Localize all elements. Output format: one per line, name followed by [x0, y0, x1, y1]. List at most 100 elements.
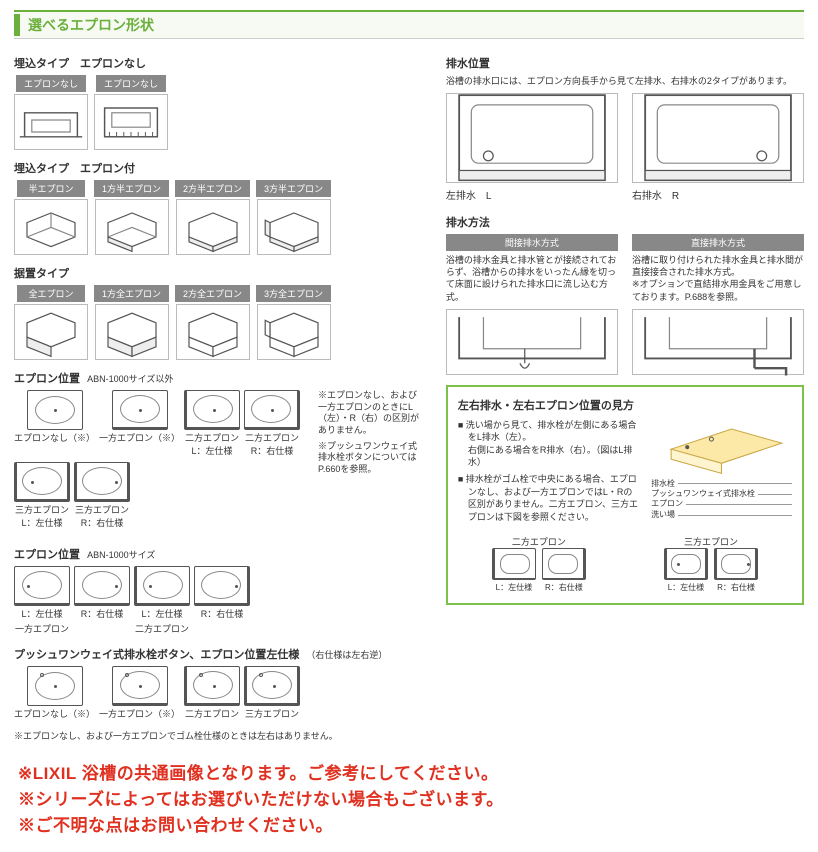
- apronpos2-item: R：右仕様: [194, 566, 250, 636]
- left-column: 埋込タイプ エプロンなし エプロンなし エプロンなし 埋込タイプ エプロン付: [14, 49, 426, 743]
- group3-item-1: 1方全エプロン: [94, 285, 169, 360]
- apronpos1-item: 一方エプロン（※）: [99, 390, 180, 458]
- drainmethod-indirect: 間接排水方式 浴槽の排水金具と排水管とが接続されておらず、浴槽からの排水をいった…: [446, 234, 618, 375]
- tub-iso-icon: [14, 304, 88, 360]
- mini-tub-icon: [714, 548, 758, 580]
- item-sublabel: 一方エプロン: [15, 621, 69, 636]
- section-accent: [14, 14, 20, 36]
- tub-iso-icon: [95, 304, 169, 360]
- callout-ex-three: 三方エプロン L：左仕様 R：右仕様: [664, 535, 758, 593]
- callout-bullet-1: ■ 洗い場から見て、排水栓が左側にある場合をL排水（左）。 右側にある場合をR排…: [458, 419, 641, 469]
- drainmethod-row: 間接排水方式 浴槽の排水金具と排水管とが接続されておらず、浴槽からの排水をいった…: [446, 234, 804, 375]
- callout-examples: 二方エプロン L：左仕様 R：右仕様 三方エプロン L：左仕様 R：右仕様: [458, 535, 792, 593]
- cl-label: 排水栓: [651, 479, 675, 489]
- item-label: R：右仕様: [201, 606, 244, 621]
- tub-iso-icon: [14, 199, 88, 255]
- tub-iso-icon: [257, 304, 331, 360]
- cl-label: 洗い場: [651, 510, 675, 520]
- group3-item-2: 2方全エプロン: [175, 285, 250, 360]
- item-label: エプロンなし（※）: [14, 706, 95, 721]
- pushone-footnote: ※エプロンなし、および一方エプロンでゴム栓仕様のときは左右はありません。: [14, 731, 426, 743]
- tub-iso-icon: [176, 304, 250, 360]
- pushone-item: エプロンなし（※）: [14, 666, 95, 721]
- footnote-3: ※ご不明な点はお問い合わせください。: [18, 813, 800, 839]
- group2-item-1: 1方半エプロン: [94, 180, 169, 255]
- apronpos1-item: 二方エプロン R：右仕様: [244, 390, 300, 458]
- callout-illustration: 排水栓 プッシュワンウェイ式排水栓 エプロン 洗い場: [651, 419, 792, 528]
- oval-tub-icon: [112, 390, 168, 430]
- oval-tub-icon: [14, 566, 70, 606]
- tag: 半エプロン: [17, 180, 85, 197]
- drainpos-right: 右排水 R: [632, 93, 804, 202]
- tub-diagram-icon: [14, 94, 88, 150]
- callout-label-lines: 排水栓 プッシュワンウェイ式排水栓 エプロン 洗い場: [651, 479, 792, 521]
- item-label: 三方エプロン L：左仕様: [15, 502, 69, 530]
- cl-label: エプロン: [651, 499, 683, 509]
- apronpos1-item: 三方エプロン L：左仕様: [14, 462, 70, 530]
- tub-iso-icon: [95, 199, 169, 255]
- group2-row: 半エプロン 1方半エプロン 2方半エプロン 3方半エプロン: [14, 180, 426, 255]
- callout-title: 左右排水・左右エプロン位置の見方: [458, 397, 792, 413]
- group3-item-0: 全エプロン: [14, 285, 88, 360]
- sidenote-2: ※プッシュワンウェイ式排水栓ボタンについてはP.660を参照。: [318, 441, 426, 476]
- item-label: 二方エプロン L：左仕様: [185, 430, 239, 458]
- apronpos1-item: 三方エプロン R：右仕様: [74, 462, 130, 530]
- item-label: 二方エプロン R：右仕様: [245, 430, 299, 458]
- oval-tub-icon: [74, 566, 130, 606]
- tub-iso-icon: [176, 199, 250, 255]
- apronpos1-title: エプロン位置: [14, 373, 80, 385]
- pushone-title: プッシュワンウェイ式排水栓ボタン、エプロン位置左仕様: [14, 649, 299, 661]
- mini-tub-icon: [664, 548, 708, 580]
- drainpos-row: 左排水 L 右排水 R: [446, 93, 804, 202]
- item-label: L：左仕様: [21, 606, 62, 621]
- tag: 1方全エプロン: [94, 285, 169, 302]
- group2-item-3: 3方半エプロン: [256, 180, 331, 255]
- tub-diagram-icon: [94, 94, 168, 150]
- drainpos-left: 左排水 L: [446, 93, 618, 202]
- drain-left-icon: [446, 93, 618, 183]
- oval-tub-icon: [14, 462, 70, 502]
- group1-item-0: エプロンなし: [14, 75, 88, 150]
- oval-tub-icon: [194, 566, 250, 606]
- oval-tub-icon: [27, 666, 83, 706]
- group3-row: 全エプロン 1方全エプロン 2方全エプロン 3方全エプロン: [14, 285, 426, 360]
- tub-iso-icon: [257, 199, 331, 255]
- apronpos2-item: L：左仕様一方エプロン: [14, 566, 70, 636]
- apronpos2-item: L：左仕様二方エプロン: [134, 566, 190, 636]
- callout-body: ■ 洗い場から見て、排水栓が左側にある場合をL排水（左）。 右側にある場合をR排…: [458, 419, 792, 528]
- apronpos1-item: 二方エプロン L：左仕様: [184, 390, 240, 458]
- drain-right-icon: [632, 93, 804, 183]
- direct-diagram-icon: [632, 309, 804, 375]
- footnotes: ※LIXIL 浴槽の共通画像となります。ご参考にしてください。 ※シリーズによっ…: [0, 753, 818, 852]
- mini-label: L：左仕様: [496, 582, 532, 593]
- group3-heading: 据置タイプ: [14, 265, 426, 281]
- tag: 3方半エプロン: [256, 180, 331, 197]
- pushone-item: 一方エプロン（※）: [99, 666, 180, 721]
- apronpos1-sidenotes: ※エプロンなし、および一方エプロンのときにL（左）・R（右）の区別がありません。…: [318, 390, 426, 476]
- item-label: 三方エプロン: [245, 706, 299, 721]
- apronpos2-row: L：左仕様一方エプロン R：右仕様 L：左仕様二方エプロン R：右仕様: [14, 566, 426, 636]
- callout-bullets: ■ 洗い場から見て、排水栓が左側にある場合をL排水（左）。 右側にある場合をR排…: [458, 419, 641, 528]
- oval-tub-icon: [134, 566, 190, 606]
- apronpos2-item: R：右仕様: [74, 566, 130, 636]
- oval-tub-icon: [27, 390, 83, 430]
- mini-label: R：右仕様: [717, 582, 755, 593]
- item-label: エプロンなし（※）: [14, 430, 95, 445]
- indirect-desc: 浴槽の排水金具と排水管とが接続されておらず、浴槽からの排水をいったん縁を切って床…: [446, 254, 618, 303]
- mini-tub-icon: [492, 548, 536, 580]
- pushone-item: 二方エプロン: [184, 666, 240, 721]
- oval-tub-icon: [244, 390, 300, 430]
- right-column: 排水位置 浴槽の排水口には、エプロン方向長手から見て左排水、右排水の2タイプがあ…: [446, 49, 804, 743]
- tag: 3方全エプロン: [256, 285, 331, 302]
- callout-box: 左右排水・左右エプロン位置の見方 ■ 洗い場から見て、排水栓が左側にある場合をL…: [446, 385, 804, 606]
- callout-tub-icon: [651, 419, 792, 479]
- tag: 2方半エプロン: [175, 180, 250, 197]
- group2-item-0: 半エプロン: [14, 180, 88, 255]
- indirect-diagram-icon: [446, 309, 618, 375]
- tag: 間接排水方式: [446, 234, 618, 251]
- oval-tub-icon: [184, 390, 240, 430]
- mini-tub-icon: [542, 548, 586, 580]
- ex-title: 三方エプロン: [684, 535, 738, 548]
- ex-title: 二方エプロン: [512, 535, 566, 548]
- group2-heading: 埋込タイプ エプロン付: [14, 160, 426, 176]
